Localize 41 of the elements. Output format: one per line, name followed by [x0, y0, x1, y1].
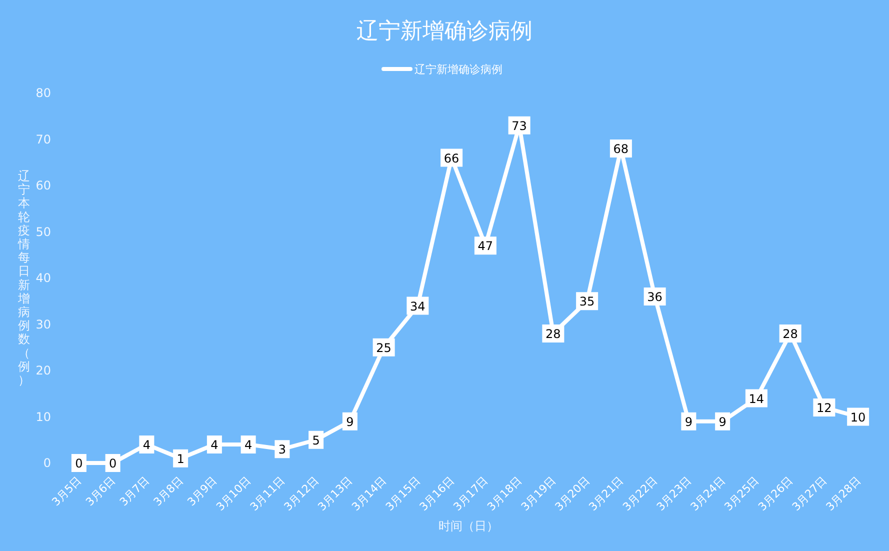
data-label: 4: [210, 438, 218, 452]
x-tick-label: 3月7日: [117, 474, 152, 509]
y-tick-label: 40: [36, 271, 51, 285]
y-tick-label: 70: [36, 132, 51, 146]
data-label: 28: [782, 327, 798, 341]
x-tick-label: 3月8日: [151, 474, 186, 509]
y-tick-label: 10: [36, 410, 51, 424]
y-tick-label: 0: [43, 456, 51, 470]
data-label: 73: [512, 118, 527, 133]
data-label: 5: [312, 433, 320, 448]
x-axis-title: 时间（日）: [438, 519, 498, 533]
data-label: 4: [142, 438, 150, 452]
x-tick-label: 3月5日: [49, 474, 84, 509]
data-label: 4: [244, 438, 252, 452]
data-label: 25: [376, 340, 392, 355]
data-label: 36: [647, 290, 662, 304]
data-label: 12: [816, 401, 832, 415]
chart-title: 辽宁新增确诊病例: [356, 19, 532, 44]
data-label: 3: [278, 442, 286, 457]
data-label: 1: [176, 452, 184, 466]
data-label: 47: [478, 239, 494, 254]
data-label: 28: [546, 327, 561, 341]
data-label: 9: [346, 414, 354, 429]
data-label: 10: [850, 410, 866, 424]
y-tick-label: 80: [36, 86, 51, 100]
y-tick-label: 20: [36, 364, 51, 378]
data-label: 68: [613, 142, 629, 156]
data-label: 0: [75, 456, 83, 470]
x-tick-label: 3月6日: [83, 474, 118, 509]
data-label: 34: [410, 299, 426, 314]
legend-label: 辽宁新增确诊病例: [414, 63, 502, 76]
data-label: 9: [718, 414, 726, 429]
y-axis-title: 辽宁本轮疫情每日新增病例数（例）: [18, 169, 30, 387]
data-label: 14: [748, 392, 764, 406]
y-tick-label: 30: [36, 317, 51, 332]
data-label: 35: [579, 294, 595, 309]
data-label: 0: [109, 456, 117, 470]
data-label: 66: [444, 151, 460, 166]
y-tick-label: 60: [36, 178, 51, 192]
data-label: 9: [684, 414, 692, 429]
y-tick-label: 50: [36, 224, 51, 239]
